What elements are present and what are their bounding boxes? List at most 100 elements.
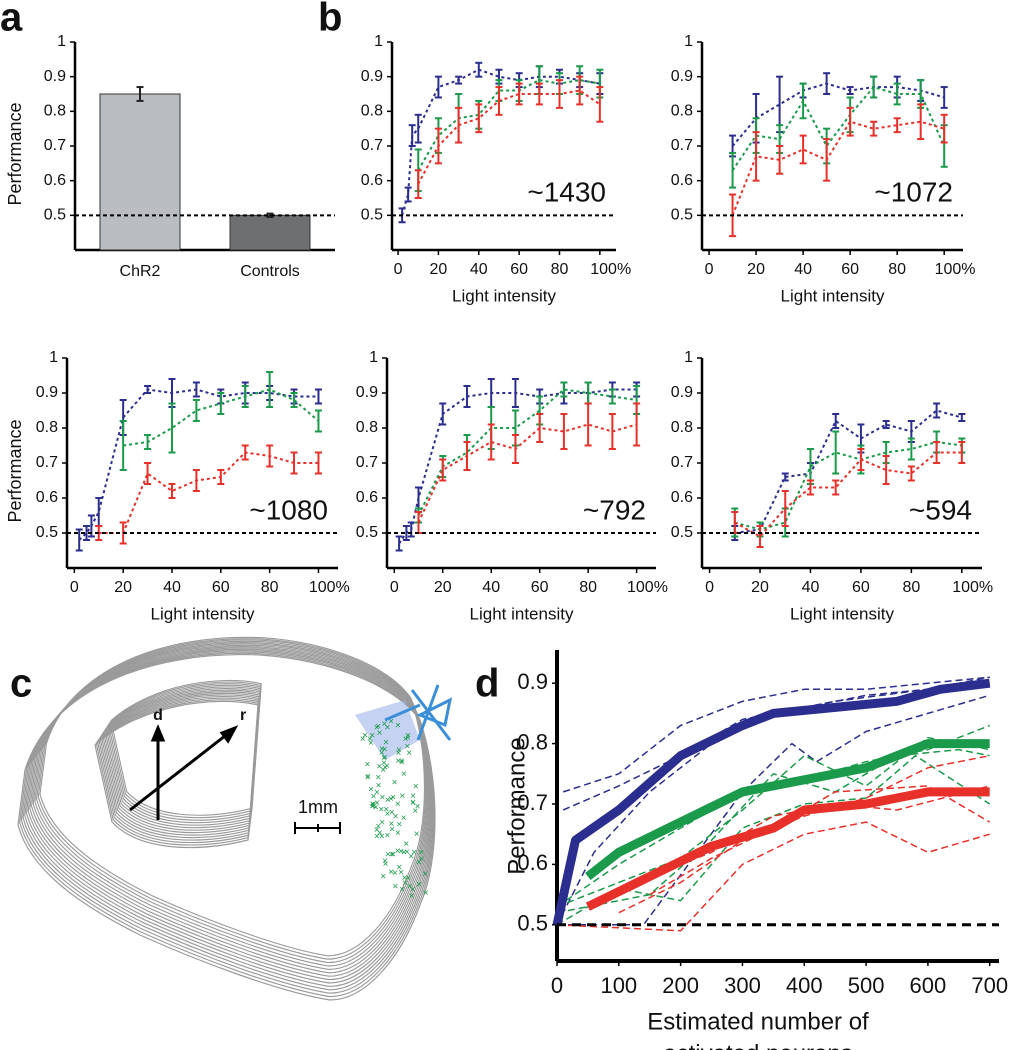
y-tick-label: 0.9 [361,68,383,85]
labeled-cell: × [396,820,402,831]
neuron-count: ~594 [909,494,972,525]
series-line [587,785,990,908]
y-tick-label: 0.6 [36,489,58,506]
labeled-cell: × [374,787,380,798]
orientation-axes [129,724,341,834]
x-tick-label: 40 [163,579,181,596]
y-tick-label: 0.6 [671,489,693,506]
labeled-cell: × [385,795,391,806]
y-tick-label: 0.9 [671,384,693,401]
labeled-cell: × [384,722,390,733]
y-tick-label: 0.6 [517,850,548,875]
labeled-cell: × [382,745,388,756]
x-tick-label: 80 [888,261,906,278]
axis-label-d: d [153,707,163,724]
x-tick-label: 0 [394,261,403,278]
labeled-cell: × [389,807,395,818]
y-tick-label: 0.7 [356,454,378,471]
y-tick-label: 0.7 [517,790,548,815]
x-tick-label: 80 [551,261,569,278]
labeled-cell: × [365,771,371,782]
series-line [552,678,991,926]
labeled-cell: × [362,731,368,742]
x-tick-label: 20 [434,579,452,596]
x-tick-label: 40 [482,579,500,596]
brain-contour [36,639,427,964]
x-tick-label: 200 [662,973,699,998]
labeled-cell: × [390,850,396,861]
brain-contour [22,650,434,991]
labeled-cell: × [385,850,391,861]
brain-contour [32,642,429,970]
bar [99,93,181,251]
labeled-cell: × [393,812,399,823]
panel-label: c [10,662,32,706]
labeled-cell: × [375,772,381,783]
light-cone [355,700,420,760]
y-tick-label: 0.6 [44,172,66,189]
series-line [417,79,601,171]
x-axis-label: Light intensity [151,604,255,623]
series-line [417,388,637,516]
labeled-cell: × [380,765,386,776]
brain-contour [39,636,426,957]
panel-label: a [0,0,23,40]
labeled-cell: × [412,806,418,817]
labeled-cell: × [399,756,405,767]
labeled-cell: × [376,762,382,773]
neuron-count: ~1080 [249,494,328,525]
x-tick-label: 60 [841,261,859,278]
series-line [618,754,990,914]
labeled-cell: × [416,880,422,891]
x-tick-label: 60 [852,579,870,596]
series-line [585,787,990,911]
labeled-cell: × [402,873,408,884]
x-tick-label: 100% [590,261,631,278]
x-tick-label: 500 [848,973,885,998]
y-tick-label: 0.8 [44,103,66,120]
series-line [731,82,945,147]
labeled-cell: × [374,825,380,836]
labeled-cell: × [381,758,387,769]
labeled-cell: × [379,832,385,843]
labeled-cell: × [418,847,424,858]
x-tick-label: 20 [114,579,132,596]
labeled-cell: × [384,761,390,772]
labeled-cell: × [375,821,381,832]
labeled-cell: × [374,722,380,733]
series-line [556,821,990,932]
labeled-cell: × [398,867,404,878]
y-axis-label: Performance [503,737,530,874]
neuron-count: ~792 [583,494,646,525]
x-tick-label: 400 [786,973,823,998]
x-tick-label: 0 [70,579,79,596]
labeled-cell: × [404,742,410,753]
series-line [98,451,319,534]
x-tick-label: 300 [724,973,761,998]
brain-contour [34,640,428,967]
labeled-cell: × [379,744,385,755]
x-tick-label: 100% [309,579,350,596]
x-tick-label: 700 [971,973,1008,998]
labeled-cell: × [414,829,420,840]
brain-contour [37,638,426,960]
x-tick-label: 0 [705,261,714,278]
labeled-cell: × [423,888,429,899]
y-tick-label: 0.5 [36,524,58,541]
labeled-cell: × [382,762,388,773]
x-tick-label: 0 [390,579,399,596]
labeled-cell: × [379,748,385,759]
x-tick-label: 40 [802,579,820,596]
y-tick-label: 1 [57,33,66,50]
labeled-cell: × [379,817,385,828]
y-tick-label: 1 [49,349,58,366]
x-tick-label: 60 [212,579,230,596]
y-tick-label: 0.8 [361,103,383,120]
labeled-cell: × [395,846,401,857]
labeled-cell: × [389,825,395,836]
labeled-cell: × [410,798,416,809]
y-tick-label: 1 [369,349,378,366]
labeled-cell: × [392,777,398,788]
y-tick-label: 0.6 [671,172,693,189]
labeled-cell: × [390,792,396,803]
